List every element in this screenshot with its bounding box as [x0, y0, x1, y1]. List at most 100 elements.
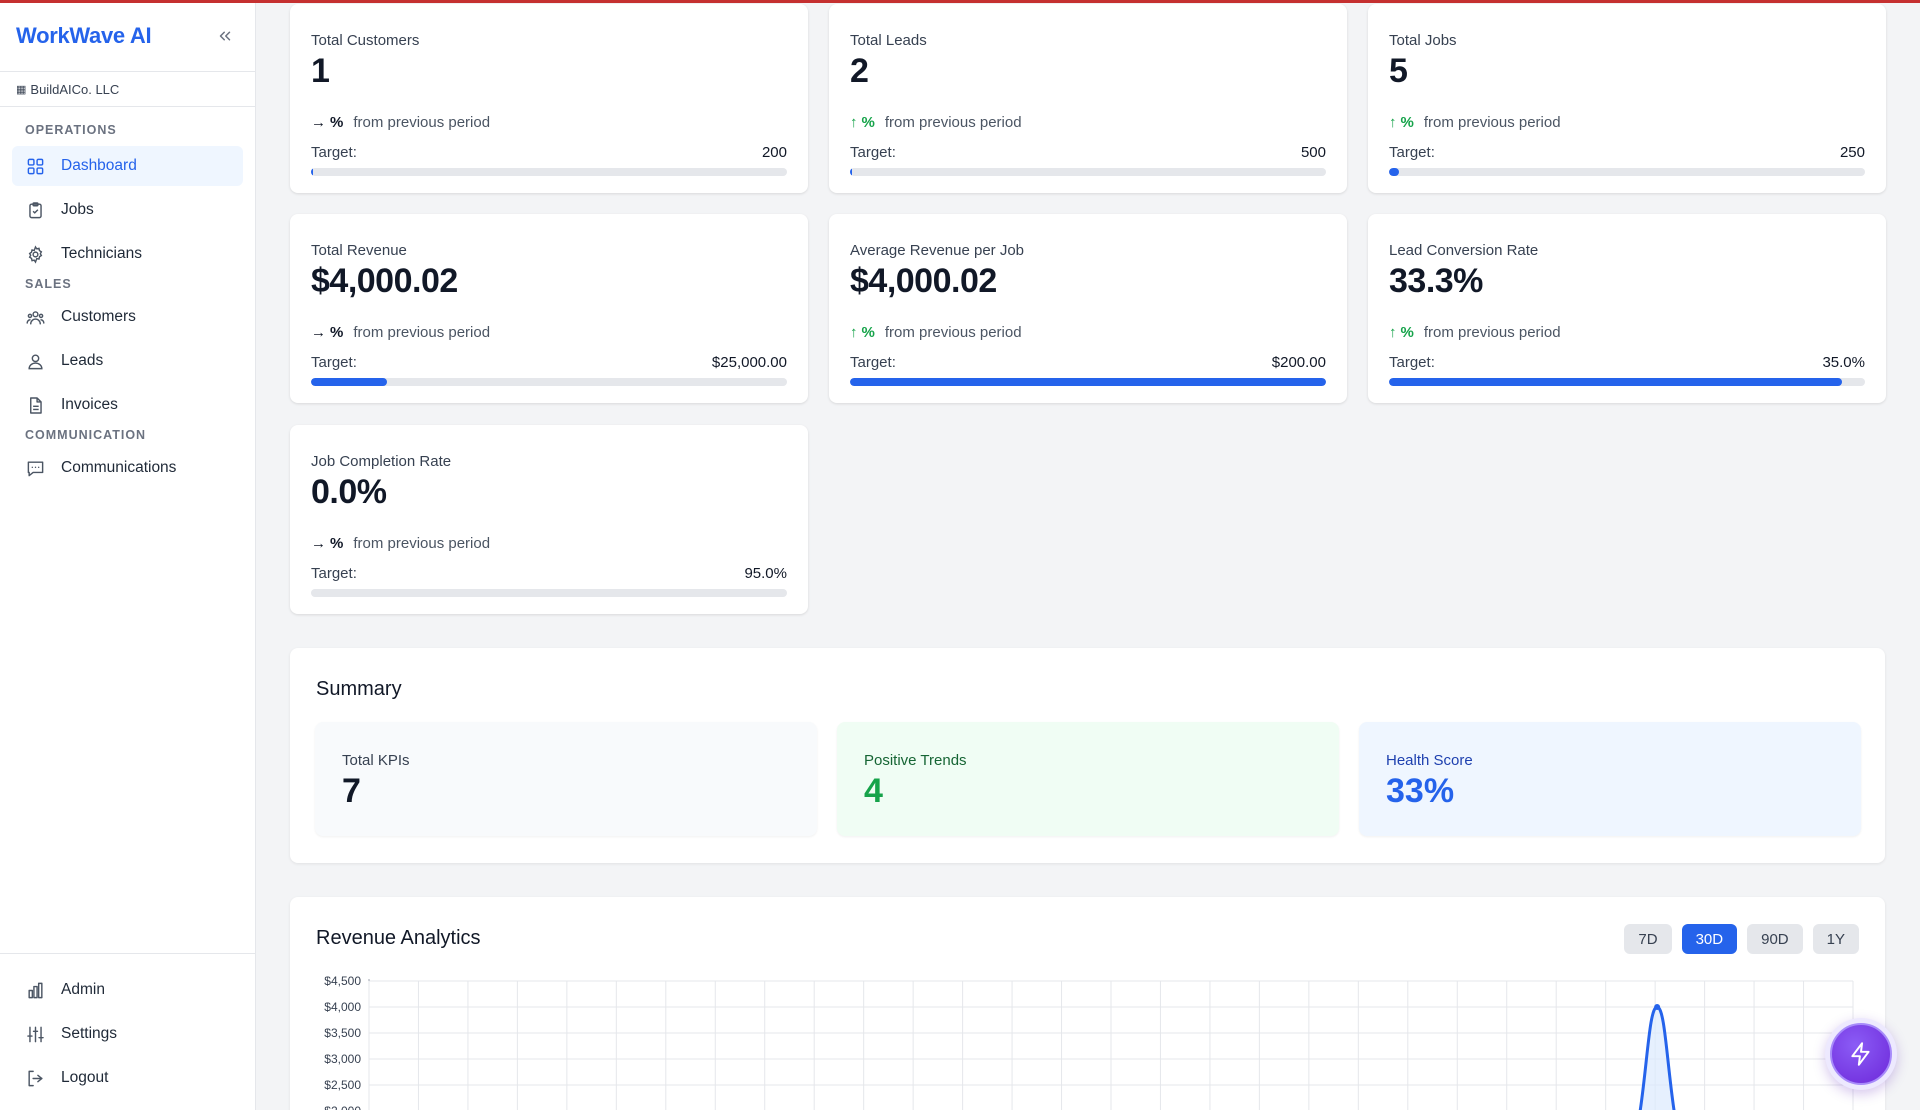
kpi-title: Total Leads — [850, 32, 927, 49]
kpi-title: Lead Conversion Rate — [1389, 242, 1539, 259]
target-value: 500 — [1300, 144, 1326, 161]
kpi-trend: ↑% from previous period — [1389, 324, 1561, 341]
assistant-fab-button[interactable] — [1825, 1018, 1897, 1090]
chart-data-point[interactable] — [1654, 1003, 1661, 1010]
sidebar-item-leads[interactable]: Leads — [12, 341, 243, 381]
sidebar-item-technicians[interactable]: Technicians — [12, 234, 243, 274]
sidebar-footer: Admin Settings Logout — [0, 953, 255, 1110]
kpi-card-total-customers: Total Customers 1 →% from previous period Ta… — [290, 4, 808, 193]
progress-fill — [311, 168, 314, 176]
range-button-7d[interactable]: 7D — [1624, 924, 1672, 954]
trend-percent: % — [1400, 324, 1414, 341]
trend-text: from previous period — [884, 114, 1022, 131]
kpi-title: Total Customers — [311, 32, 420, 49]
chat-icon — [27, 460, 44, 476]
chart-series-area — [1640, 1006, 1674, 1110]
kpi-value: 33.3% — [1389, 262, 1483, 300]
progress-fill — [311, 378, 388, 386]
section-label-operations: OPERATIONS — [25, 123, 117, 137]
app-name: WorkWave AI — [16, 22, 152, 48]
sidebar-item-dashboard[interactable]: Dashboard — [12, 146, 243, 186]
progress-track — [850, 168, 1326, 176]
sidebar-item-label: Admin — [61, 981, 105, 998]
users-icon — [26, 310, 45, 325]
target-value: 35.0% — [1822, 354, 1865, 371]
summary-label: Positive Trends — [864, 752, 967, 769]
range-button-1y[interactable]: 1Y — [1812, 924, 1859, 954]
bar-chart-icon — [28, 982, 43, 998]
target-label: Target: — [311, 565, 357, 582]
progress-track — [311, 589, 787, 597]
sidebar-item-label: Settings — [61, 1025, 118, 1042]
top-accent-line — [0, 0, 1920, 3]
sliders-icon — [27, 1026, 44, 1042]
fab-inner — [1830, 1023, 1892, 1085]
arrow-right-icon: → — [311, 324, 326, 341]
target-value: 200 — [761, 144, 787, 161]
sidebar-item-logout[interactable]: Logout — [12, 1056, 243, 1100]
revenue-chart: $4,500 $4,000 $3,500 $3,000 $2,500 $2,000 — [324, 974, 1854, 1110]
trend-text: from previous period — [353, 535, 491, 552]
kpi-target-row: Target: $200.00 — [850, 354, 1326, 371]
kpi-card-total-leads: Total Leads 2 ↑% from previous period Target… — [829, 4, 1347, 193]
progress-fill — [850, 168, 852, 176]
trend-percent: % — [861, 324, 875, 341]
kpi-value: $4,000.02 — [850, 262, 997, 300]
sidebar-item-label: Logout — [61, 1069, 109, 1086]
kpi-card-total-jobs: Total Jobs 5 ↑% from previous period Target:… — [1368, 4, 1886, 193]
kpi-trend: ↑% from previous period — [1389, 114, 1561, 131]
collapse-sidebar-button[interactable] — [211, 22, 239, 50]
kpi-target-row: Target: 250 — [1389, 144, 1865, 161]
section-label-communication: COMMUNICATION — [25, 428, 147, 442]
summary-title: Summary — [316, 678, 402, 700]
kpi-target-row: Target: 200 — [311, 144, 787, 161]
document-icon — [30, 396, 42, 414]
summary-health-score: Health Score 33% — [1359, 722, 1861, 836]
target-label: Target: — [850, 354, 896, 371]
sidebar-item-label: Leads — [61, 352, 104, 369]
kpi-value: $4,000.02 — [311, 262, 458, 300]
kpi-card-job-completion-rate: Job Completion Rate 0.0% →% from previous p… — [290, 425, 808, 614]
progress-track — [1389, 378, 1865, 386]
sidebar-item-communications[interactable]: Communications — [12, 448, 243, 488]
kpi-card-lead-conversion-rate: Lead Conversion Rate 33.3% ↑% from previous… — [1368, 214, 1886, 403]
trend-percent: % — [1400, 114, 1414, 131]
progress-track — [311, 378, 787, 386]
range-button-90d[interactable]: 90D — [1747, 924, 1803, 954]
dashboard-icon — [27, 158, 44, 174]
chart-y-tick-label: $3,500 — [324, 1026, 361, 1040]
summary-panel: Summary Total KPIs 7 Positive Trends 4 H… — [290, 648, 1885, 863]
company-name: ▦ BuildAICo. LLC — [0, 72, 255, 107]
kpi-target-row: Target: $25,000.00 — [311, 354, 787, 371]
arrow-up-icon: ↑ — [850, 114, 858, 131]
target-label: Target: — [1389, 354, 1435, 371]
sidebar-item-customers[interactable]: Customers — [12, 297, 243, 337]
sidebar: WorkWave AI ▦ BuildAICo. LLC OPERATIONS … — [0, 0, 256, 1110]
sidebar-item-admin[interactable]: Admin — [12, 968, 243, 1012]
trend-percent: % — [330, 114, 344, 131]
trend-text: from previous period — [1423, 324, 1561, 341]
clipboard-icon — [29, 201, 42, 218]
sidebar-item-jobs[interactable]: Jobs — [12, 190, 243, 230]
trend-text: from previous period — [884, 324, 1022, 341]
sidebar-item-label: Invoices — [61, 396, 118, 413]
kpi-value: 0.0% — [311, 473, 387, 511]
target-label: Target: — [311, 354, 357, 371]
summary-label: Total KPIs — [342, 752, 410, 769]
logout-icon — [28, 1070, 43, 1086]
sidebar-item-label: Customers — [61, 308, 136, 325]
nav-sections: OPERATIONS Dashboard Jobs Technicians SA… — [0, 123, 255, 488]
kpi-title: Job Completion Rate — [311, 453, 452, 470]
sidebar-item-label: Jobs — [61, 201, 94, 218]
revenue-analytics-panel: $4,500 $4,000 $3,500 $3,000 $2,500 $2,000 Rev… — [290, 897, 1885, 1110]
chart-y-tick-label: $4,000 — [324, 1000, 361, 1014]
brand-header: WorkWave AI — [0, 0, 255, 72]
kpi-target-row: Target: 95.0% — [311, 565, 787, 582]
range-button-30d[interactable]: 30D — [1681, 924, 1738, 954]
arrow-right-icon: → — [311, 114, 326, 131]
summary-positive-trends: Positive Trends 4 — [837, 722, 1339, 836]
summary-value: 7 — [342, 772, 361, 810]
kpi-trend: →% from previous period — [311, 114, 490, 131]
sidebar-item-invoices[interactable]: Invoices — [12, 385, 243, 425]
sidebar-item-settings[interactable]: Settings — [12, 1012, 243, 1056]
